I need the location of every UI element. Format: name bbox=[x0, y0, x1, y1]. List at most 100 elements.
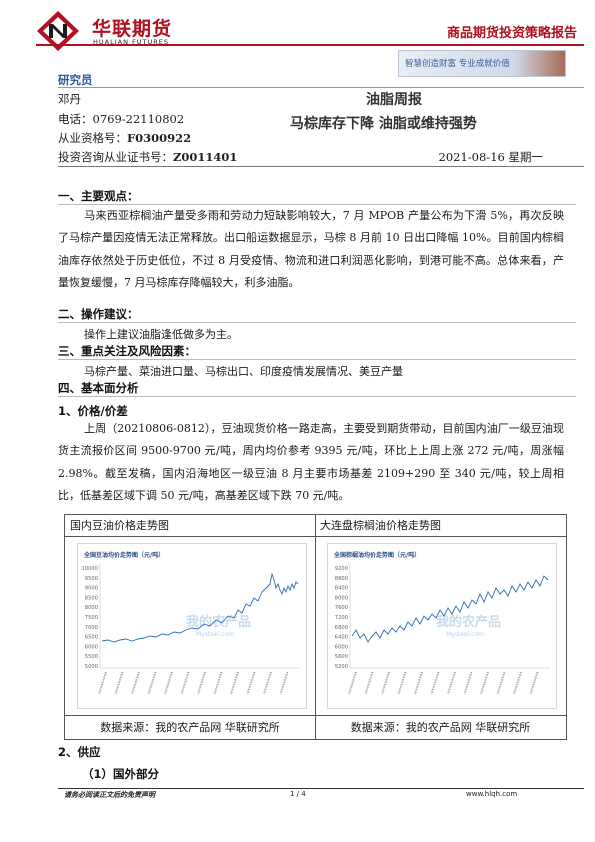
section-1-body: 马来西亚棕榈油产量受多雨和劳动力短缺影响较大，7 月 MPOB 产量公布为下滑 … bbox=[58, 205, 564, 294]
researcher-label: 研究员 bbox=[58, 73, 93, 87]
left-chart-caption: 国内豆油价格走势图 bbox=[65, 515, 315, 537]
soybean-oil-price-line bbox=[101, 572, 299, 643]
soybean-oil-x-tick-mark bbox=[197, 671, 206, 695]
palm-oil-y-tick: 8400 bbox=[335, 586, 348, 592]
section-1-text: 马来西亚棕榈油产量受多雨和劳动力短缺影响较大，7 月 MPOB 产量公布为下滑 … bbox=[58, 209, 564, 289]
right-watermark: 我的农产品 bbox=[436, 614, 501, 630]
report-type: 商品期货投资策略报告 bbox=[446, 26, 577, 41]
palm-oil-y-tick: 6000 bbox=[335, 644, 348, 650]
soybean-oil-y-tick: 9000 bbox=[85, 586, 98, 592]
palm-oil-y-tick: 7200 bbox=[335, 615, 348, 621]
soybean-oil-y-tick: 10000 bbox=[81, 566, 98, 572]
soybean-oil-x-tick-mark bbox=[230, 671, 239, 695]
soybean-oil-x-tick-mark bbox=[213, 671, 223, 695]
subsection-foreign-title: （1）国外部分 bbox=[82, 767, 160, 781]
palm-oil-y-tick: 5200 bbox=[335, 664, 348, 670]
palm-oil-chart-svg: 9200 8800 8400 8000 7600 7200 6800 6400 6000 5600… bbox=[335, 564, 550, 695]
author-qualification: 从业资格号：F0300922 bbox=[58, 130, 191, 146]
footer-disclaimer: 请务必阅读正文后的免责声明 bbox=[64, 791, 155, 799]
section-2-title: 二、操作建议： bbox=[58, 307, 139, 321]
chart-divider bbox=[315, 515, 316, 739]
palm-oil-x-tick-mark bbox=[513, 671, 522, 695]
soybean-oil-x-tick-mark bbox=[263, 671, 272, 695]
info-rule bbox=[58, 166, 584, 167]
consult-number: Z0011401 bbox=[173, 150, 238, 164]
report-headline: 马棕库存下降 油脂或维持强势 bbox=[290, 116, 477, 132]
left-chart-source: 数据来源：我的农产品网 华联研究所 bbox=[65, 715, 315, 739]
palm-oil-x-tick-mark bbox=[430, 671, 440, 695]
soybean-oil-x-tick-mark bbox=[114, 671, 124, 695]
palm-oil-chart-title: 全国棕榈油均价走势图（元/吨） bbox=[334, 552, 421, 559]
researcher-rule bbox=[58, 87, 584, 88]
palm-oil-y-tick: 9200 bbox=[335, 566, 348, 572]
soybean-oil-price-chart: 全国豆油均价走势图（元/吨） 10000 9500 9000 8500 8000 7500… bbox=[77, 543, 307, 709]
soybean-oil-chart-svg: 10000 9500 9000 8500 8000 7500 7000 6500 6000 550… bbox=[81, 564, 300, 695]
company-name: 华联期货 bbox=[92, 18, 173, 40]
palm-oil-y-tick: 8000 bbox=[335, 595, 348, 601]
palm-oil-x-tick-mark bbox=[414, 671, 423, 695]
report-date: 2021-08-16 星期一 bbox=[438, 150, 543, 164]
section-2-rule bbox=[58, 322, 576, 323]
soybean-oil-x-tick-mark bbox=[279, 671, 289, 695]
soybean-oil-x-tick-mark bbox=[98, 671, 107, 695]
soybean-oil-x-tick-mark bbox=[246, 671, 256, 695]
palm-oil-x-tick-mark bbox=[463, 671, 473, 695]
soybean-oil-y-tick: 8000 bbox=[85, 605, 98, 611]
soybean-oil-chart-title: 全国豆油均价走势图（元/吨） bbox=[84, 552, 165, 559]
section-4-title: 四、基本面分析 bbox=[58, 381, 139, 395]
section-4-rule bbox=[58, 396, 576, 397]
soybean-oil-x-tick-mark bbox=[164, 671, 173, 695]
subsection-supply-title: 2、供应 bbox=[58, 745, 101, 759]
palm-oil-y-tick: 6800 bbox=[335, 625, 348, 631]
palm-oil-x-tick-mark bbox=[447, 671, 456, 695]
soybean-oil-y-tick: 8500 bbox=[85, 595, 98, 601]
slogan-text: 智慧创造财富 专业成就价值 bbox=[405, 59, 510, 69]
palm-oil-x-tick-mark bbox=[529, 671, 539, 695]
left-watermark: 我的农产品 bbox=[186, 614, 251, 630]
subsection-price-text: 上周（20210806-0812），豆油现货价格一路走高，主要受到期货带动，目前… bbox=[58, 422, 564, 502]
palm-oil-y-tick: 6400 bbox=[335, 635, 348, 641]
palm-oil-x-tick-mark bbox=[381, 671, 390, 695]
slogan-banner: 智慧创造财富 专业成就价值 bbox=[398, 50, 566, 77]
subsection-price-body: 上周（20210806-0812），豆油现货价格一路走高，主要受到期货带动，目前… bbox=[58, 418, 564, 507]
section-3-title: 三、重点关注及风险因素： bbox=[58, 344, 196, 358]
author-consult-cert: 投资咨询从业证书号：Z0011401 bbox=[58, 149, 237, 165]
palm-oil-price-line bbox=[351, 575, 549, 643]
qualification-label: 从业资格号： bbox=[58, 131, 127, 145]
palm-oil-x-tick-mark bbox=[364, 671, 374, 695]
section-2-body: 操作上建议油脂逢低做多为主。 bbox=[84, 328, 238, 341]
soybean-oil-x-tick-mark bbox=[147, 671, 157, 695]
soybean-oil-x-tick-mark bbox=[131, 671, 140, 695]
palm-oil-y-tick: 7600 bbox=[335, 605, 348, 611]
soybean-oil-y-tick: 9500 bbox=[85, 576, 98, 582]
palm-oil-x-tick-mark bbox=[348, 671, 357, 695]
palm-oil-x-tick-mark bbox=[480, 671, 489, 695]
soybean-oil-y-tick: 6000 bbox=[85, 644, 98, 650]
subsection-price-title: 1、价格/价差 bbox=[58, 404, 128, 418]
author-name: 邓丹 bbox=[58, 92, 81, 106]
right-chart-source: 数据来源：我的农产品网 华联研究所 bbox=[315, 715, 566, 739]
author-phone: 电话：0769-22110802 bbox=[58, 112, 185, 126]
palm-oil-y-tick: 5600 bbox=[335, 654, 348, 660]
footer-rule bbox=[58, 788, 584, 789]
palm-oil-price-chart: 全国棕榈油均价走势图（元/吨） 9200 8800 8400 8000 7600 7200… bbox=[327, 543, 557, 709]
left-watermark-sub: Mysteel.com bbox=[196, 631, 234, 638]
qualification-number: F0300922 bbox=[127, 131, 192, 145]
chart-figure-table: 国内豆油价格走势图 大连盘棕榈油价格走势图 全国豆油均价走势图（元/吨） 100… bbox=[64, 514, 567, 740]
section-1-title: 一、主要观点： bbox=[58, 189, 139, 203]
section-3-rule bbox=[58, 359, 576, 360]
hualian-logo-icon bbox=[37, 11, 79, 51]
header-rule bbox=[36, 44, 584, 46]
footer-page-number: 1 / 4 bbox=[290, 790, 306, 798]
soybean-oil-y-tick: 7500 bbox=[85, 615, 98, 621]
section-1-rule bbox=[58, 204, 576, 205]
palm-oil-y-tick: 8800 bbox=[335, 576, 348, 582]
footer-website: www.hlqh.com bbox=[466, 790, 518, 798]
consult-label: 投资咨询从业证书号： bbox=[58, 150, 173, 164]
soybean-oil-y-tick: 7000 bbox=[85, 625, 98, 631]
section-3-body: 马棕产量、菜油进口量、马棕出口、印度疫情发展情况、美豆产量 bbox=[84, 365, 403, 378]
right-watermark-sub: Mysteel.com bbox=[446, 631, 484, 638]
report-title: 油脂周报 bbox=[366, 92, 422, 108]
palm-oil-x-tick-mark bbox=[496, 671, 506, 695]
company-name-en: HUALIAN FUTURES bbox=[93, 38, 169, 46]
